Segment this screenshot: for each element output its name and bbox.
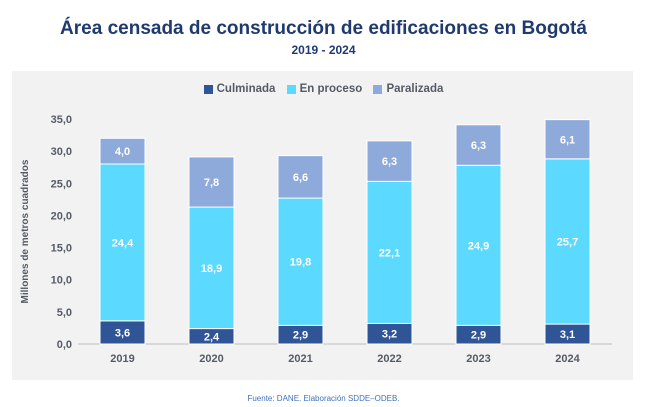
chart-subtitle: 2019 - 2024 [291,43,356,57]
y-tick-label: 10,0 [51,275,72,287]
legend-item-paralizada: Paralizada [373,83,443,95]
legend-swatch-en-proceso [286,84,296,94]
bar-segment [455,164,502,326]
legend-label-en-proceso: En proceso [299,83,363,95]
x-tick-label: 2021 [288,353,312,365]
legend-swatch-paralizada [373,84,383,94]
data-label: 19,8 [290,257,311,269]
data-label: 6,3 [471,140,486,152]
data-label: 3,6 [115,327,130,339]
data-label: 25,7 [557,236,578,248]
data-label: 2,9 [471,330,486,342]
y-tick-label: 15,0 [51,243,72,255]
bar-segment [544,158,591,325]
bar-segment [188,156,235,208]
legend-item-culminada: Culminada [203,83,276,95]
chart-legend: Culminada En proceso Paralizada [0,83,647,97]
data-label: 3,2 [382,329,397,341]
data-label: 2,4 [204,331,220,343]
y-tick-label: 5,0 [57,307,72,319]
bar-segment [277,155,324,199]
y-tick-label: 20,0 [51,210,72,222]
data-label: 3,1 [560,329,575,341]
x-tick-label: 2022 [377,353,401,365]
bar-segment [366,140,413,182]
x-tick-label: 2020 [199,353,223,365]
source-note: Fuente: DANE. Elaboración SDDE–ODEB. [247,394,400,403]
data-label: 6,6 [293,172,308,184]
bar-segment [188,206,235,330]
data-label: 2,9 [293,330,308,342]
legend-swatch-culminada [203,84,213,94]
data-label: 4,0 [115,146,130,158]
legend-item-en-proceso: En proceso [286,83,363,95]
data-label: 22,1 [379,247,400,259]
legend-label-paralizada: Paralizada [386,83,444,95]
data-label: 18,9 [201,263,222,275]
data-label: 6,1 [560,134,575,146]
x-tick-label: 2023 [466,353,490,365]
bar-segment [366,180,413,324]
data-label: 24,4 [112,237,134,249]
data-label: 6,3 [382,156,397,168]
y-tick-label: 35,0 [51,114,72,126]
data-label: 24,9 [468,240,489,252]
bar-segment [99,137,146,165]
y-tick-label: 25,0 [51,178,72,190]
data-label: 7,8 [204,177,219,189]
bar-segment [544,119,591,160]
bar-segment [277,197,324,326]
x-tick-label: 2024 [555,353,580,365]
y-tick-label: 0,0 [57,339,72,351]
x-tick-label: 2019 [110,353,134,365]
legend-label-culminada: Culminada [216,83,276,95]
chart-title: Área censada de construcción de edificac… [60,18,587,39]
y-axis-label: Millones de metros cuadrados [20,159,31,303]
y-tick-label: 30,0 [51,146,72,158]
bar-segment [455,124,502,166]
